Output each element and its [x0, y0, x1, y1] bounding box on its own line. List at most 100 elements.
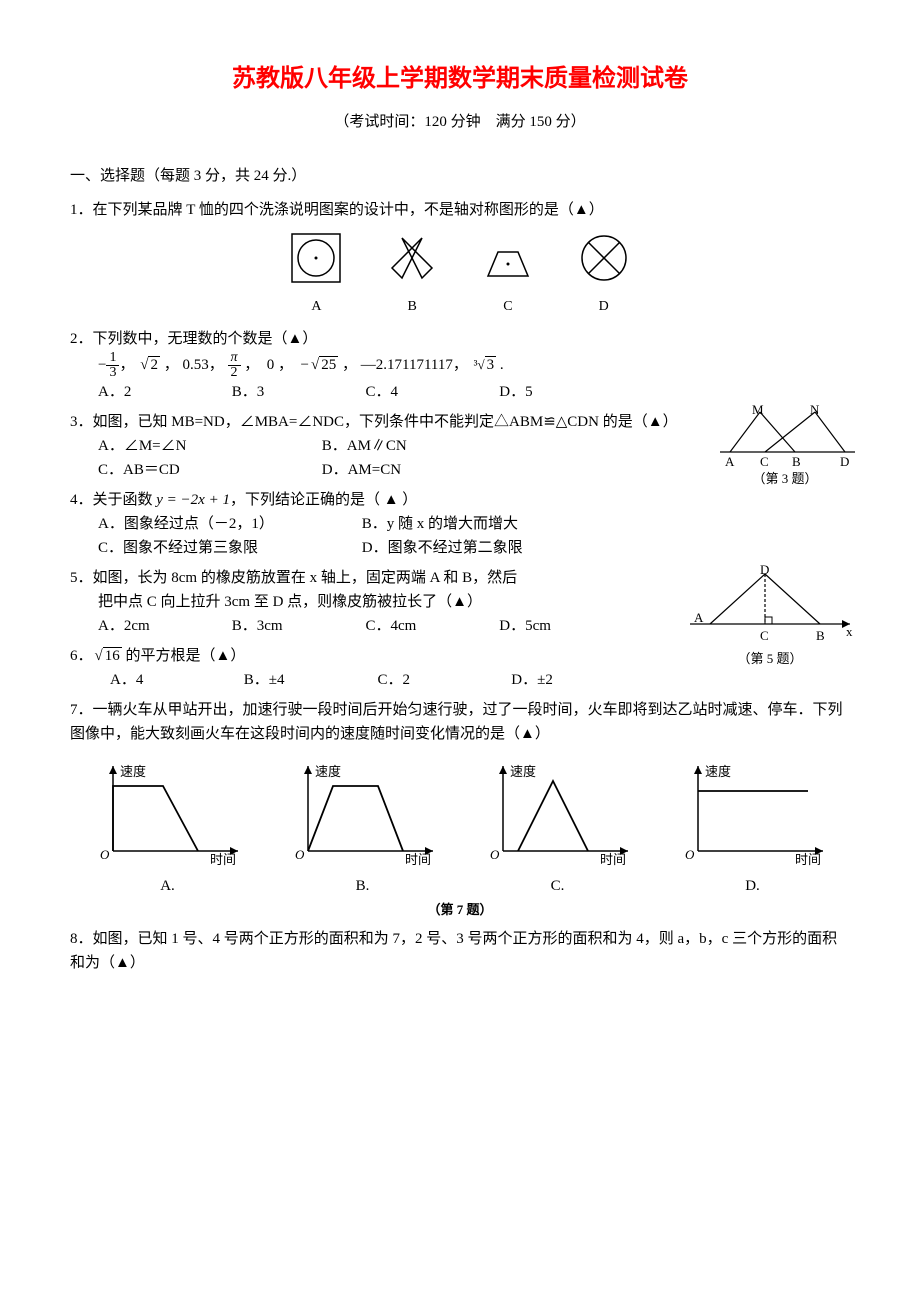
q2-text: 2．下列数中，无理数的个数是（▲） — [70, 327, 850, 351]
q2-frac1-num: 1 — [106, 351, 119, 366]
q4-opt-b: B．y 随 x 的增大而增大 — [362, 512, 622, 536]
q5-lbl-x: x — [846, 622, 853, 643]
question-4: 4．关于函数 y = −2x + 1，下列结论正确的是（ ▲ ） A．图象经过点… — [70, 488, 850, 560]
svg-text:速度: 速度 — [120, 764, 146, 779]
q1-label-b: B — [384, 296, 440, 318]
q7-caption: （第 7 题） — [70, 900, 850, 921]
q2-cbrt3-val: 3 — [485, 356, 497, 373]
svg-text:O: O — [490, 847, 500, 862]
q4-suffix: ，下列结论正确的是（ ▲ ） — [230, 492, 417, 508]
svg-text:速度: 速度 — [315, 764, 341, 779]
q6-suffix: 的平方根是（▲） — [122, 648, 246, 664]
svg-text:时间: 时间 — [405, 852, 431, 866]
q2-frac1-den: 3 — [106, 366, 119, 380]
q2-053: 0.53 — [182, 357, 208, 373]
q2-opt-b: B．3 — [232, 380, 362, 404]
svg-text:速度: 速度 — [510, 764, 536, 779]
q8-text: 8．如图，已知 1 号、4 号两个正方形的面积和为 7，2 号、3 号两个正方形… — [70, 927, 850, 975]
q1-fig-c: C — [480, 230, 536, 318]
q1-label-a: A — [288, 296, 344, 318]
q4-options-1: A．图象经过点（－2，1） B．y 随 x 的增大而增大 — [98, 512, 850, 536]
sep3: ， — [209, 357, 224, 373]
q7-graph-b: 速度 时间 O B. — [265, 756, 460, 898]
q7-lbl-a: A. — [70, 874, 265, 898]
q2-options: A．2 B．3 C．4 D．5 — [98, 380, 850, 404]
q4-formula: y = −2x + 1 — [156, 492, 230, 508]
q6-options: A．4 B．±4 C．2 D．±2 — [110, 668, 850, 692]
q7-lbl-b: B. — [265, 874, 460, 898]
q4-opt-a: A．图象经过点（－2，1） — [98, 512, 358, 536]
q6-sqrt: 16 — [93, 644, 122, 668]
q3-opt-d: D．AM=CN — [322, 458, 452, 482]
svg-text:速度: 速度 — [705, 764, 731, 779]
q5-lbl-a: A — [694, 608, 703, 629]
question-3: 3．如图，已知 MB=ND，∠MBA=∠NDC，下列条件中不能判定△ABM≌△C… — [70, 410, 850, 482]
q2-2: 2 — [228, 366, 241, 380]
q6-text: 6．16 的平方根是（▲） — [70, 644, 850, 668]
q4-opt-c: C．图象不经过第三象限 — [98, 536, 358, 560]
question-8: 8．如图，已知 1 号、4 号两个正方形的面积和为 7，2 号、3 号两个正方形… — [70, 927, 850, 975]
q4-options-2: C．图象不经过第三象限 D．图象不经过第二象限 — [98, 536, 850, 560]
q3-lbl-m: M — [752, 400, 764, 421]
q6-opt-b: B．±4 — [244, 668, 374, 692]
q2-neg: − — [98, 357, 106, 373]
q3-lbl-d: D — [840, 452, 849, 473]
q1-fig-a: A — [288, 230, 344, 318]
q3-opt-a: A．∠M=∠N — [98, 434, 318, 458]
q2-opt-d: D．5 — [499, 380, 629, 404]
q3-opt-b: B．AM∥CN — [322, 434, 452, 458]
q3-opt-c: C．AB＝CD — [98, 458, 318, 482]
q5-opt-c: C．4cm — [366, 614, 496, 638]
q3-figure: M N A C B D （第 3 题） — [710, 404, 860, 490]
q3-lbl-a: A — [725, 452, 734, 473]
q1-fig-d: D — [576, 230, 632, 318]
q5-opt-d: D．5cm — [499, 614, 629, 638]
svg-text:O: O — [685, 847, 695, 862]
q2-zero: 0 — [267, 357, 275, 373]
q6-opt-c: C．2 — [378, 668, 508, 692]
q7-text: 7．一辆火车从甲站开出，加速行驶一段时间后开始匀速行驶，过了一段时间，火车即将到… — [70, 698, 850, 746]
section-1-heading: 一、选择题（每题 3 分，共 24 分.） — [70, 164, 850, 188]
sep4: ， — [244, 357, 259, 373]
q4-text: 4．关于函数 y = −2x + 1，下列结论正确的是（ ▲ ） — [70, 488, 850, 512]
q2-sqrt25: 25 — [309, 353, 338, 377]
q1-options-figures: A B C D — [70, 230, 850, 318]
q2-pi: π — [228, 351, 241, 366]
question-1: 1．在下列某品牌 T 恤的四个洗涤说明图案的设计中，不是轴对称图形的是（▲） A… — [70, 198, 850, 318]
q6-opt-d: D．±2 — [511, 668, 641, 692]
q4-opt-d: D．图象不经过第二象限 — [362, 536, 622, 560]
q2-sqrt2-val: 2 — [148, 356, 160, 373]
q1-text: 1．在下列某品牌 T 恤的四个洗涤说明图案的设计中，不是轴对称图形的是（▲） — [70, 198, 850, 222]
q2-opt-c: C．4 — [366, 380, 496, 404]
q7-lbl-c: C. — [460, 874, 655, 898]
q2-sqrt2: 2 — [138, 353, 160, 377]
q2-cbrt3: 3 — [472, 353, 497, 377]
question-5: 5．如图，长为 8cm 的橡皮筋放置在 x 轴上，固定两端 A 和 B，然后 把… — [70, 566, 850, 638]
q2-negsqrt: − — [301, 357, 309, 373]
sep7: ， — [453, 357, 468, 373]
q3-lbl-c: C — [760, 452, 769, 473]
q6-opt-a: A．4 — [110, 668, 240, 692]
q5-opt-a: A．2cm — [98, 614, 228, 638]
q5-lbl-d: D — [760, 560, 769, 581]
q7-graph-c: 速度 时间 O C. — [460, 756, 655, 898]
q3-lbl-b: B — [792, 452, 801, 473]
q7-graph-a: 速度 时间 O A. — [70, 756, 265, 898]
sep1: ， — [119, 357, 134, 373]
exam-title: 苏教版八年级上学期数学期末质量检测试卷 — [70, 60, 850, 98]
sep6: ， — [342, 357, 357, 373]
sep2: ， — [164, 357, 179, 373]
q7-graph-d: 速度 时间 O D. — [655, 756, 850, 898]
exam-subtitle: （考试时间：120 分钟 满分 150 分） — [70, 110, 850, 134]
q7-lbl-d: D. — [655, 874, 850, 898]
q4-prefix: 4．关于函数 — [70, 492, 156, 508]
question-7: 7．一辆火车从甲站开出，加速行驶一段时间后开始匀速行驶，过了一段时间，火车即将到… — [70, 698, 850, 921]
q7-graphs: 速度 时间 O A. 速度 时间 O B. — [70, 756, 850, 898]
q3-lbl-n: N — [810, 400, 819, 421]
q2-opt-a: A．2 — [98, 380, 228, 404]
q1-fig-b: B — [384, 230, 440, 318]
q2-expression: −13， 2 ， 0.53， π2 ， 0 ， −25 ， —2.1711711… — [98, 351, 850, 380]
svg-text:O: O — [100, 847, 110, 862]
q1-label-d: D — [576, 296, 632, 318]
q2-dec: —2.171171117 — [361, 357, 453, 373]
